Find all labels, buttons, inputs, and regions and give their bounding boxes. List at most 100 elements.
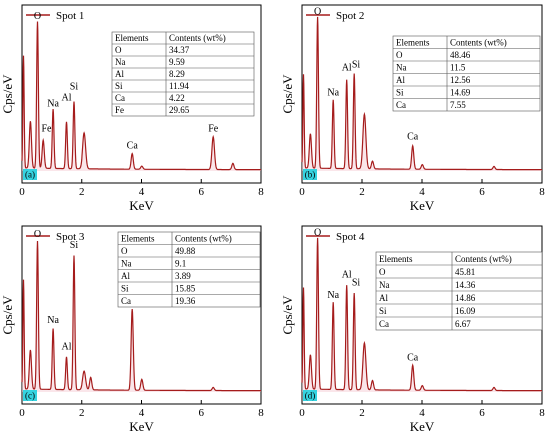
- peak-label-si: Si: [352, 60, 361, 71]
- peak-label-si: Si: [70, 240, 79, 251]
- table-cell: Al: [121, 271, 130, 281]
- table-header-cell: Contents (wt%): [175, 234, 232, 244]
- table-cell: 4.22: [169, 93, 185, 103]
- table-cell: Si: [379, 306, 387, 316]
- table-cell: Ca: [396, 100, 406, 110]
- peak-label-na: Na: [47, 315, 59, 326]
- table-cell: 45.81: [455, 267, 475, 277]
- peak-label-si: Si: [352, 277, 361, 288]
- x-tick-label: 8: [539, 407, 545, 419]
- peak-label-ca: Ca: [407, 131, 419, 142]
- x-tick-label: 4: [419, 407, 425, 419]
- peak-label-o: O: [314, 7, 321, 18]
- table-header-cell: Elements: [115, 33, 149, 43]
- table-cell: 15.85: [175, 284, 196, 294]
- peak-label-na: Na: [327, 88, 339, 99]
- x-axis-label: KeV: [410, 419, 435, 434]
- table-cell: 12.56: [450, 75, 471, 85]
- table-cell: 8.29: [169, 69, 185, 79]
- table-cell: Na: [379, 280, 390, 290]
- x-axis-label: KeV: [129, 419, 154, 434]
- x-tick-label: 4: [139, 186, 145, 198]
- y-axis-label: Cps/eV: [280, 74, 295, 114]
- legend-label: Spot 1: [56, 10, 84, 22]
- table-header-cell: Elements: [121, 234, 155, 244]
- table-cell: 11.5: [450, 63, 466, 73]
- x-tick-label: 0: [19, 407, 25, 419]
- table-cell: Na: [115, 57, 126, 67]
- x-tick-label: 6: [199, 407, 205, 419]
- table-cell: O: [379, 267, 386, 277]
- x-tick-label: 8: [539, 186, 545, 198]
- composition-table: Elements Contents (wt%) O 45.81 Na 14.36 Al 14.…: [375, 251, 543, 331]
- table-frame: [111, 31, 255, 117]
- peak-label-o: O: [34, 11, 41, 22]
- x-axis-label: KeV: [129, 198, 154, 213]
- x-tick-label: 0: [299, 186, 305, 198]
- table-cell: 14.69: [450, 88, 471, 98]
- peak-label-al: Al: [62, 92, 72, 103]
- x-tick-label: 4: [419, 186, 425, 198]
- table-cell: 14.86: [455, 293, 476, 303]
- table-cell: Ca: [379, 319, 389, 329]
- y-axis-label: Cps/eV: [0, 74, 15, 114]
- x-tick-label: 6: [479, 407, 485, 419]
- panel-tag: (c): [25, 391, 35, 401]
- table-cell: 6.67: [455, 319, 471, 329]
- y-axis-label: Cps/eV: [280, 295, 295, 335]
- x-axis-label: KeV: [410, 198, 435, 213]
- table-cell: Al: [115, 69, 124, 79]
- table-cell: Si: [121, 284, 129, 294]
- table-cell: Al: [396, 75, 405, 85]
- table-header-cell: Contents (wt%): [450, 38, 507, 48]
- peak-label-na: Na: [47, 99, 59, 110]
- panel-tag-bg: [23, 390, 37, 401]
- peak-label-o: O: [34, 229, 41, 240]
- x-tick-label: 4: [139, 407, 145, 419]
- spectrum-line: [301, 237, 542, 392]
- panel-tag: (a): [25, 170, 35, 180]
- spectrum-line: [21, 21, 261, 171]
- table-cell: Si: [115, 81, 123, 91]
- table-header-cell: Elements: [379, 254, 413, 264]
- panel-tag-bg: [303, 169, 317, 180]
- panel-c: 0 2 4 6 8 KeV Cps/eV Spot 3 O Na Al Si Ca (c) Elements…: [0, 225, 264, 434]
- table-cell: 29.65: [169, 105, 190, 115]
- panel-tag: (d): [305, 391, 316, 401]
- spectrum-line: [21, 240, 261, 392]
- panel-tag-bg: [23, 169, 37, 180]
- spectrum-line: [301, 16, 542, 171]
- x-tick-label: 8: [258, 186, 264, 198]
- table-cell: 14.36: [455, 280, 476, 290]
- x-tick-label: 8: [258, 407, 264, 419]
- table-cell: 16.09: [455, 306, 476, 316]
- table-cell: Na: [396, 63, 407, 73]
- peak-label-ca: Ca: [127, 141, 139, 152]
- table-cell: Fe: [115, 105, 124, 115]
- table-cell: 48.46: [450, 50, 471, 60]
- table-cell: O: [396, 50, 403, 60]
- x-tick-label: 2: [79, 186, 85, 198]
- table-cell: Al: [379, 293, 388, 303]
- table-cell: Si: [396, 88, 404, 98]
- x-tick-label: 2: [359, 407, 365, 419]
- peak-label-al: Al: [342, 270, 352, 281]
- x-tick-label: 0: [299, 407, 305, 419]
- table-cell: 7.55: [450, 100, 466, 110]
- legend-label: Spot 3: [56, 231, 85, 243]
- table-cell: O: [121, 246, 128, 256]
- table-cell: Ca: [115, 93, 125, 103]
- x-tick-label: 2: [79, 407, 85, 419]
- table-cell: 34.37: [169, 45, 190, 55]
- table-cell: 3.89: [175, 271, 191, 281]
- panel-tag-bg: [303, 390, 317, 401]
- peak-label-na: Na: [327, 290, 339, 301]
- peak-label-al: Al: [62, 341, 72, 352]
- peak-label-o: O: [314, 228, 321, 239]
- table-header-cell: Contents (wt%): [455, 254, 512, 264]
- legend-label: Spot 4: [336, 231, 365, 243]
